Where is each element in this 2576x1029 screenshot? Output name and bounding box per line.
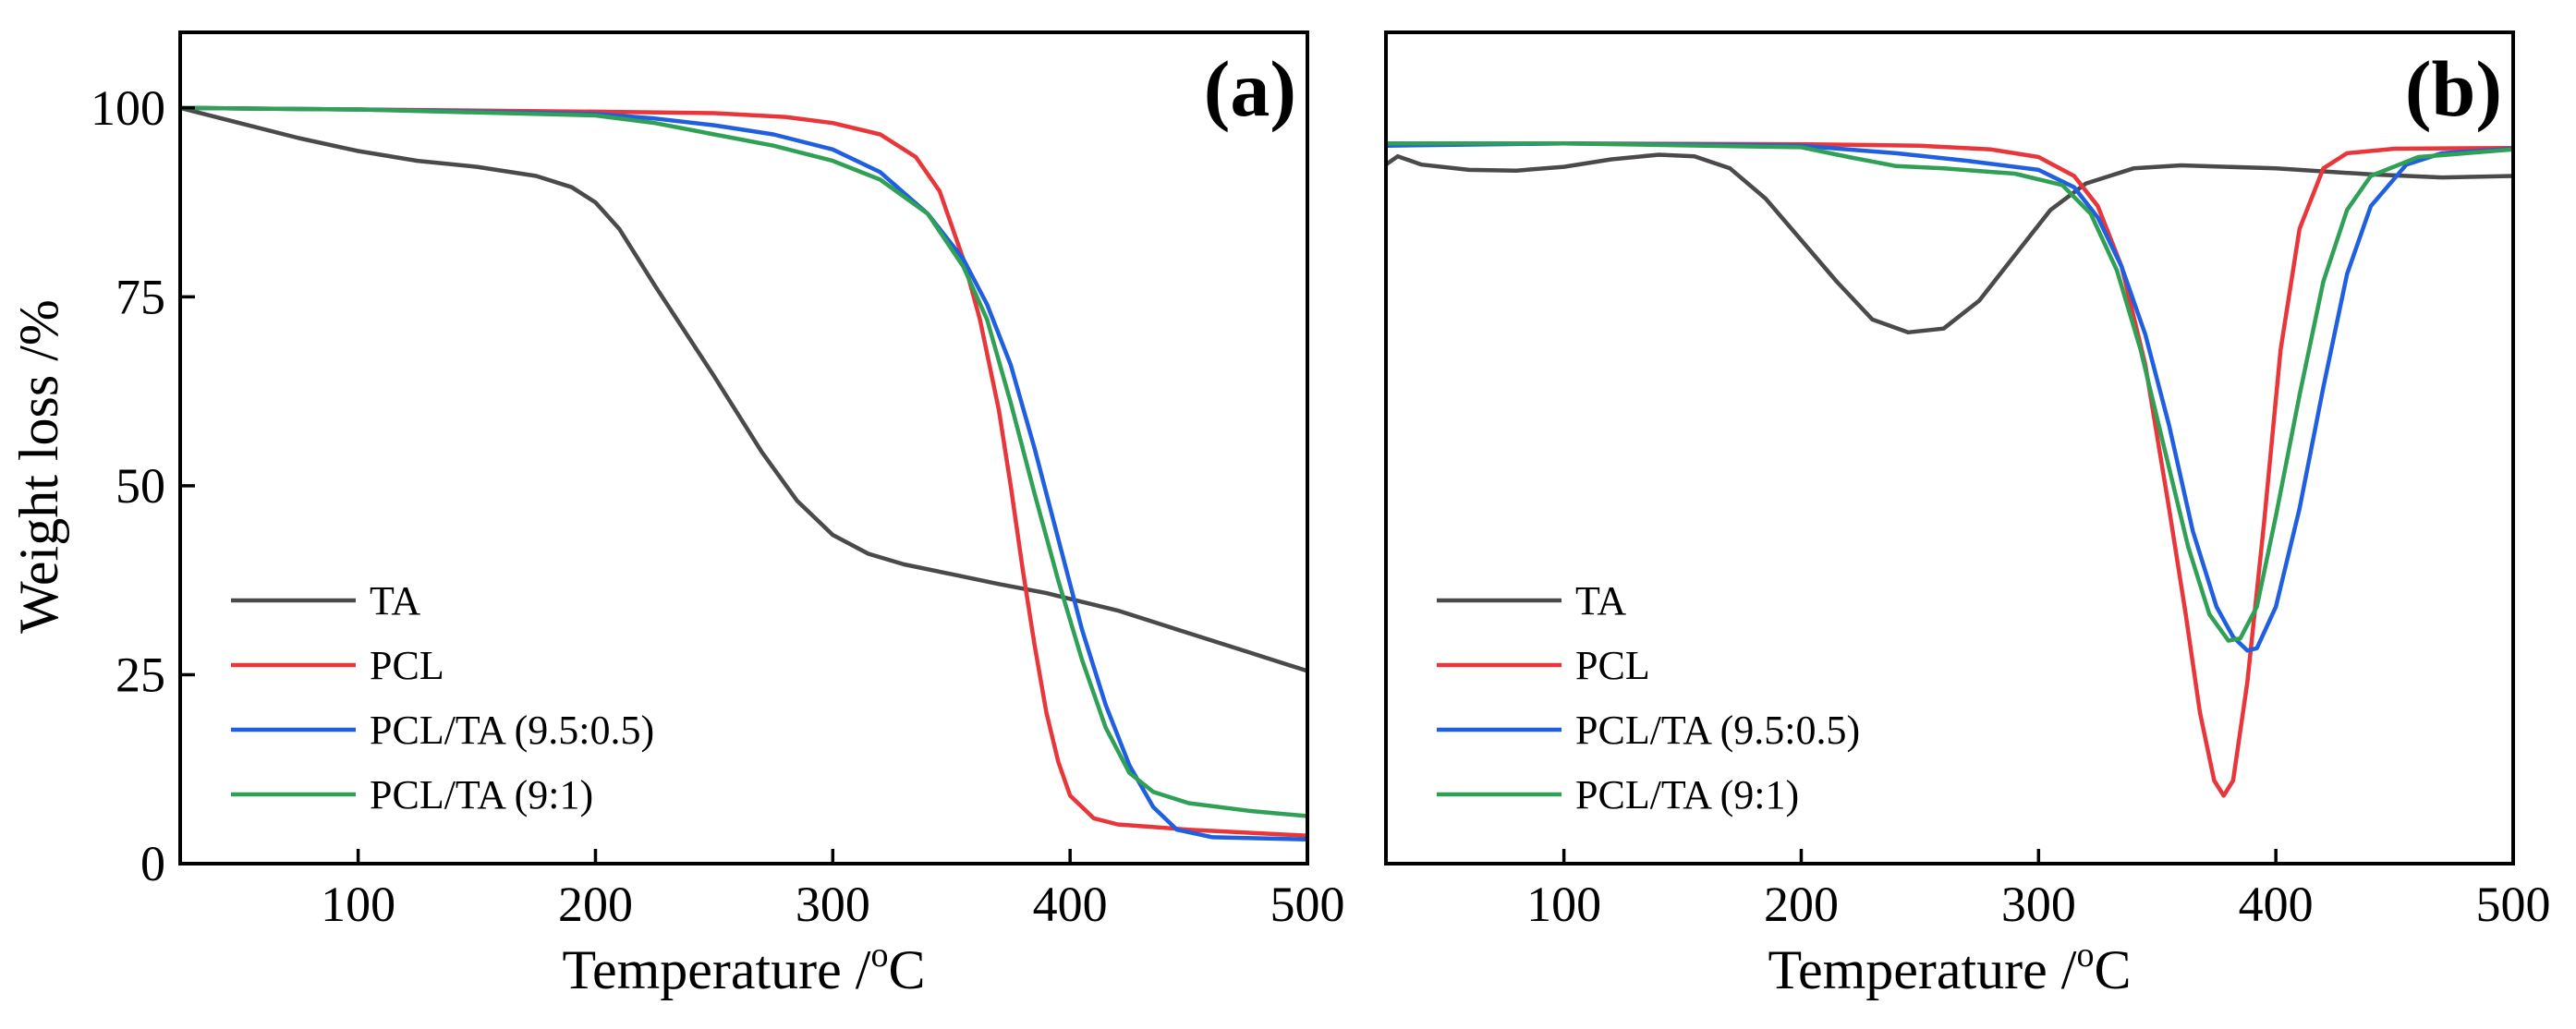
y-axis-title: Weight loss /% — [8, 299, 69, 634]
plot-frame — [1384, 30, 2515, 866]
y-tick-label: 50 — [115, 458, 165, 514]
series-group — [180, 105, 1307, 842]
series-line-pcl-ta-9-5-0-5- — [180, 105, 1307, 842]
legend-label: TA — [1575, 578, 1626, 623]
legend-label: PCL — [1575, 643, 1650, 688]
x-axis-title-unit: C — [888, 939, 925, 1000]
x-axis-title: Temperature /oC — [1768, 936, 2132, 1000]
x-axis-title-sup: o — [870, 936, 888, 975]
x-tick-label: 400 — [1033, 877, 1108, 932]
legend-label: PCL — [370, 643, 444, 688]
x-axis-title-text: Temperature / — [1768, 939, 2077, 1000]
legend: TA PCL PCL/TA (9.5:0.5) PCL/TA (9:1) — [231, 578, 654, 817]
x-tick-label: 500 — [2476, 877, 2551, 932]
x-tick-label: 400 — [2239, 877, 2314, 932]
x-axis-title-text: Temperature / — [563, 939, 871, 1000]
legend-label: PCL/TA (9:1) — [370, 772, 593, 817]
x-axis-title-sup: o — [2076, 936, 2094, 975]
panel-label: (b) — [2405, 44, 2502, 133]
series-line-ta — [1386, 152, 2513, 335]
legend-label: TA — [370, 578, 420, 623]
series-line-pcl-ta-9-5-0-5- — [1386, 141, 2513, 653]
series-line-pcl-ta-9-1- — [1386, 141, 2513, 643]
legend: TA PCL PCL/TA (9.5:0.5) PCL/TA (9:1) — [1437, 578, 1860, 817]
x-tick-label: 300 — [796, 877, 870, 932]
x-axis-title-unit: C — [2094, 939, 2131, 1000]
series-group — [1386, 141, 2513, 798]
series-line-pcl-ta-9-1- — [180, 105, 1307, 818]
legend-label: PCL/TA (9.5:0.5) — [1575, 708, 1860, 753]
x-tick-label: 500 — [1270, 877, 1345, 932]
series-line-pcl — [180, 105, 1307, 838]
x-tick-label: 200 — [558, 877, 633, 932]
y-tick-label: 25 — [115, 647, 165, 702]
x-axis-title: Temperature /oC — [563, 936, 926, 1000]
series-line-pcl — [1386, 141, 2513, 798]
plot-frame — [178, 30, 1309, 866]
y-tick-label: 75 — [115, 269, 165, 324]
y-tick-label: 100 — [91, 80, 165, 136]
panel-label: (a) — [1204, 44, 1296, 133]
series-line-ta — [180, 105, 1307, 673]
x-tick-label: 200 — [1764, 877, 1839, 932]
legend-label: PCL/TA (9.5:0.5) — [370, 708, 654, 753]
x-tick-label: 300 — [2001, 877, 2076, 932]
x-tick-label: 100 — [321, 877, 395, 932]
x-tick-label: 100 — [1526, 877, 1601, 932]
panel-a: 100 200 300 400 500 0 25 50 75 100 Temperature /oC… — [8, 30, 1345, 1000]
panel-b: 100 200 300 400 500 Temperature /oC (b) TA PCL PC… — [1384, 30, 2551, 1000]
legend-label: PCL/TA (9:1) — [1575, 772, 1799, 817]
y-tick-label: 0 — [140, 836, 165, 891]
